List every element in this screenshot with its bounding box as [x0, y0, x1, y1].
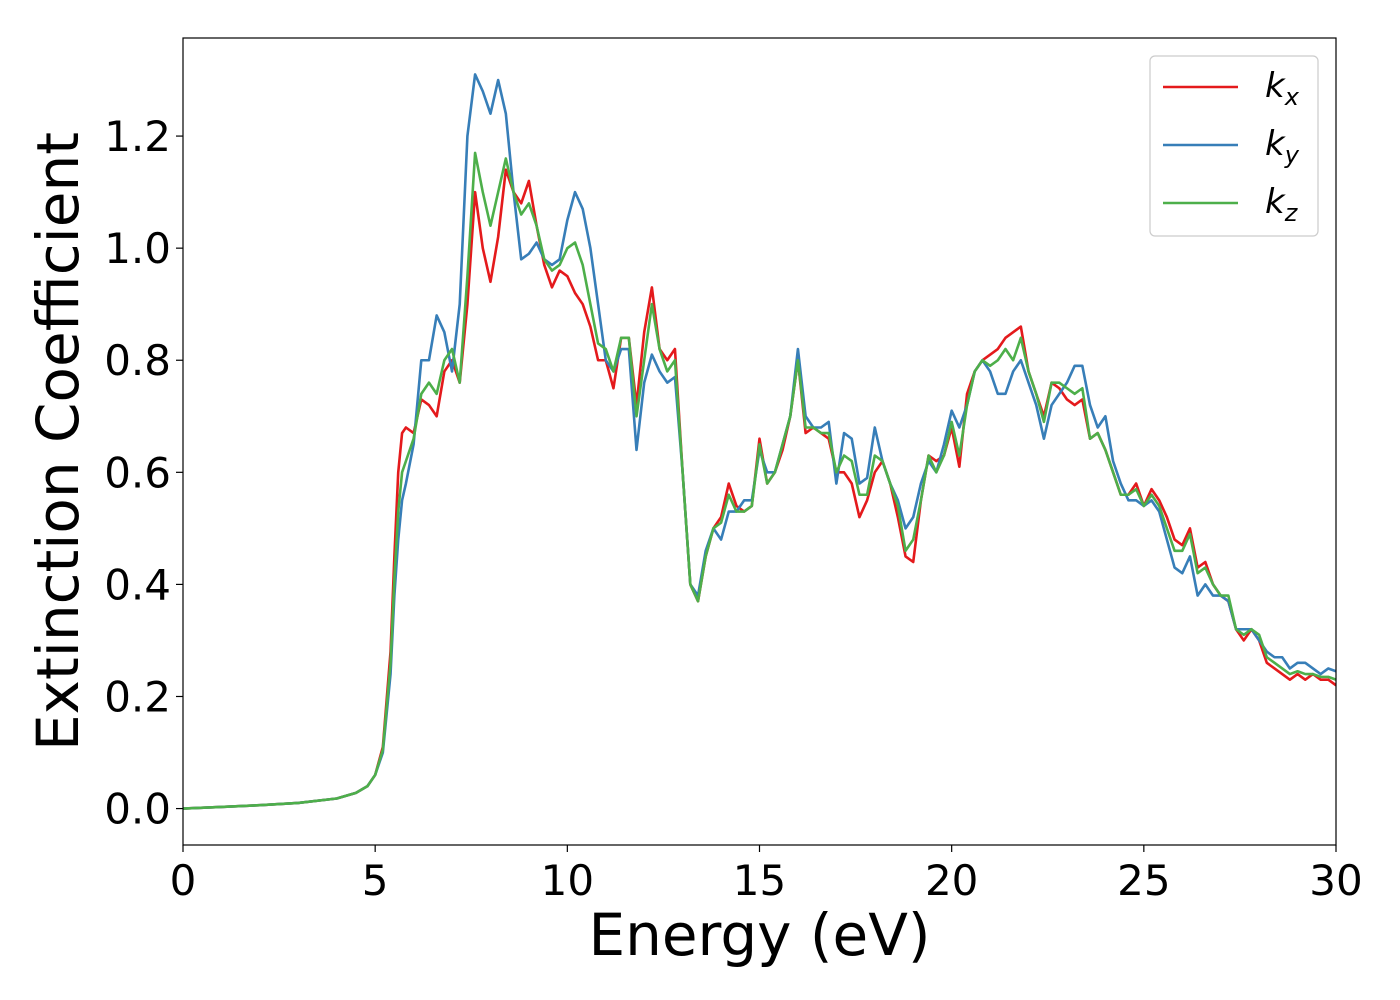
y-tick-label: 0.0: [104, 785, 171, 834]
y-tick-label: 1.2: [104, 112, 171, 161]
series-line-ky: [183, 73, 1336, 810]
x-tick-label: 0: [170, 856, 197, 905]
series-line-kz: [183, 151, 1336, 810]
x-axis-ticks: 0 5 10 15 20 25 30: [170, 845, 1363, 905]
y-tick-label: 0.4: [104, 560, 171, 609]
y-tick-label: 0.8: [104, 336, 171, 385]
x-tick-label: 20: [925, 856, 978, 905]
x-tick-label: 15: [733, 856, 786, 905]
x-tick-label: 10: [541, 856, 594, 905]
x-tick-label: 5: [362, 856, 389, 905]
x-axis-title: Energy (eV): [588, 901, 930, 969]
y-axis-ticks: 0.0 0.2 0.4 0.6 0.8 1.0 1.2: [104, 112, 183, 834]
x-tick-label: 25: [1117, 856, 1170, 905]
x-tick-label: 30: [1309, 856, 1362, 905]
series-layer: [183, 73, 1336, 810]
y-axis-title: Extinction Coefficient: [24, 132, 92, 751]
y-tick-label: 0.6: [104, 448, 171, 497]
y-tick-label: 0.2: [104, 672, 171, 721]
y-tick-label: 1.0: [104, 224, 171, 273]
